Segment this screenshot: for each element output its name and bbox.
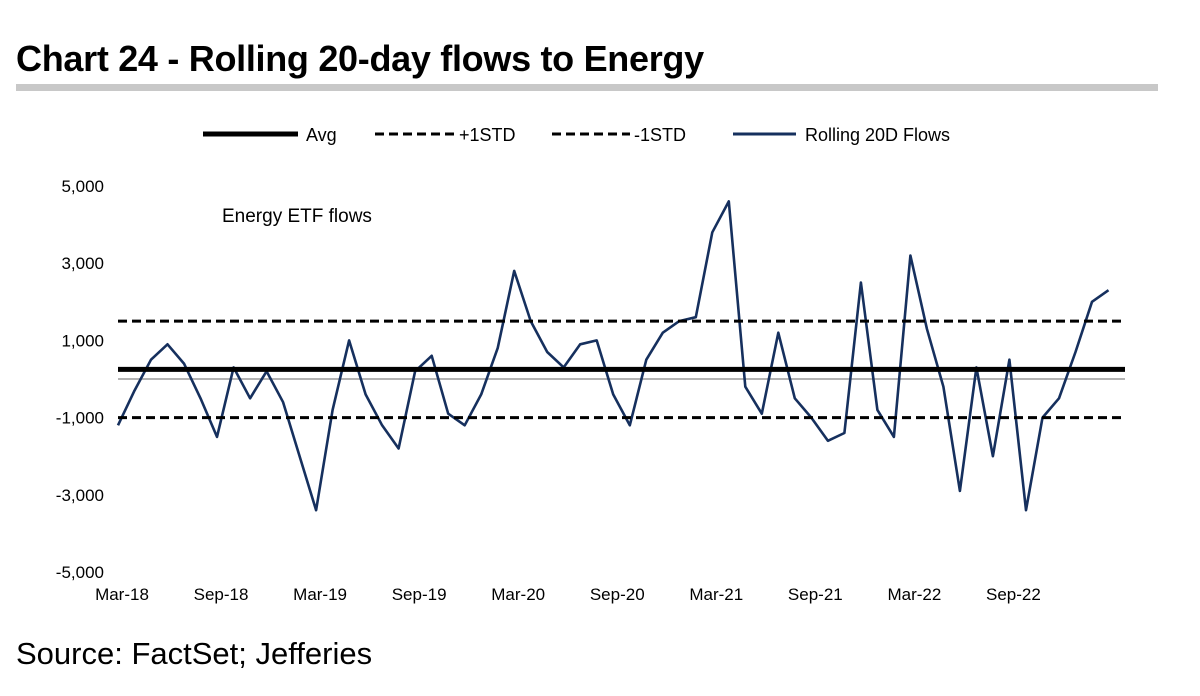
x-tick-label: Sep-18 [194,585,249,604]
chart-annotation: Energy ETF flows [222,206,372,227]
source-note: Source: FactSet; Jefferies [16,636,373,671]
legend-label-minus-std: -1STD [634,125,686,145]
x-tick-label: Sep-22 [986,585,1041,604]
title-rule [16,84,1158,91]
series-line-rolling-20d-flows [116,200,1110,512]
chart-title: Chart 24 - Rolling 20-day flows to Energ… [16,38,704,79]
x-tick-label: Sep-20 [590,585,645,604]
y-tick-label: 5,000 [61,177,104,196]
legend-label-rolling-flows: Rolling 20D Flows [805,125,950,145]
y-tick-label: -1,000 [56,409,104,428]
x-tick-label: Mar-19 [293,585,347,604]
x-tick-label: Sep-19 [392,585,447,604]
x-tick-label: Mar-22 [887,585,941,604]
y-tick-label: 1,000 [61,331,104,350]
legend: Avg +1STD -1STD Rolling 20D Flows [203,125,950,145]
y-tick-label: -3,000 [56,486,104,505]
y-tick-label: 3,000 [61,254,104,273]
x-tick-label: Mar-18 [95,585,149,604]
x-axis: Mar-18 Sep-18 Mar-19 Sep-19 Mar-20 Sep-20 Mar-… [95,585,1041,604]
y-axis: -5,000 -3,000 -1,000 1,000 3,000 5,000 [56,177,104,582]
legend-label-avg: Avg [306,125,337,145]
x-tick-label: Mar-21 [689,585,743,604]
chart: Avg +1STD -1STD Rolling 20D Flows Energy… [56,125,1125,604]
y-tick-label: -5,000 [56,563,104,582]
legend-label-plus-std: +1STD [459,125,516,145]
x-tick-label: Mar-20 [491,585,545,604]
x-tick-label: Sep-21 [788,585,843,604]
